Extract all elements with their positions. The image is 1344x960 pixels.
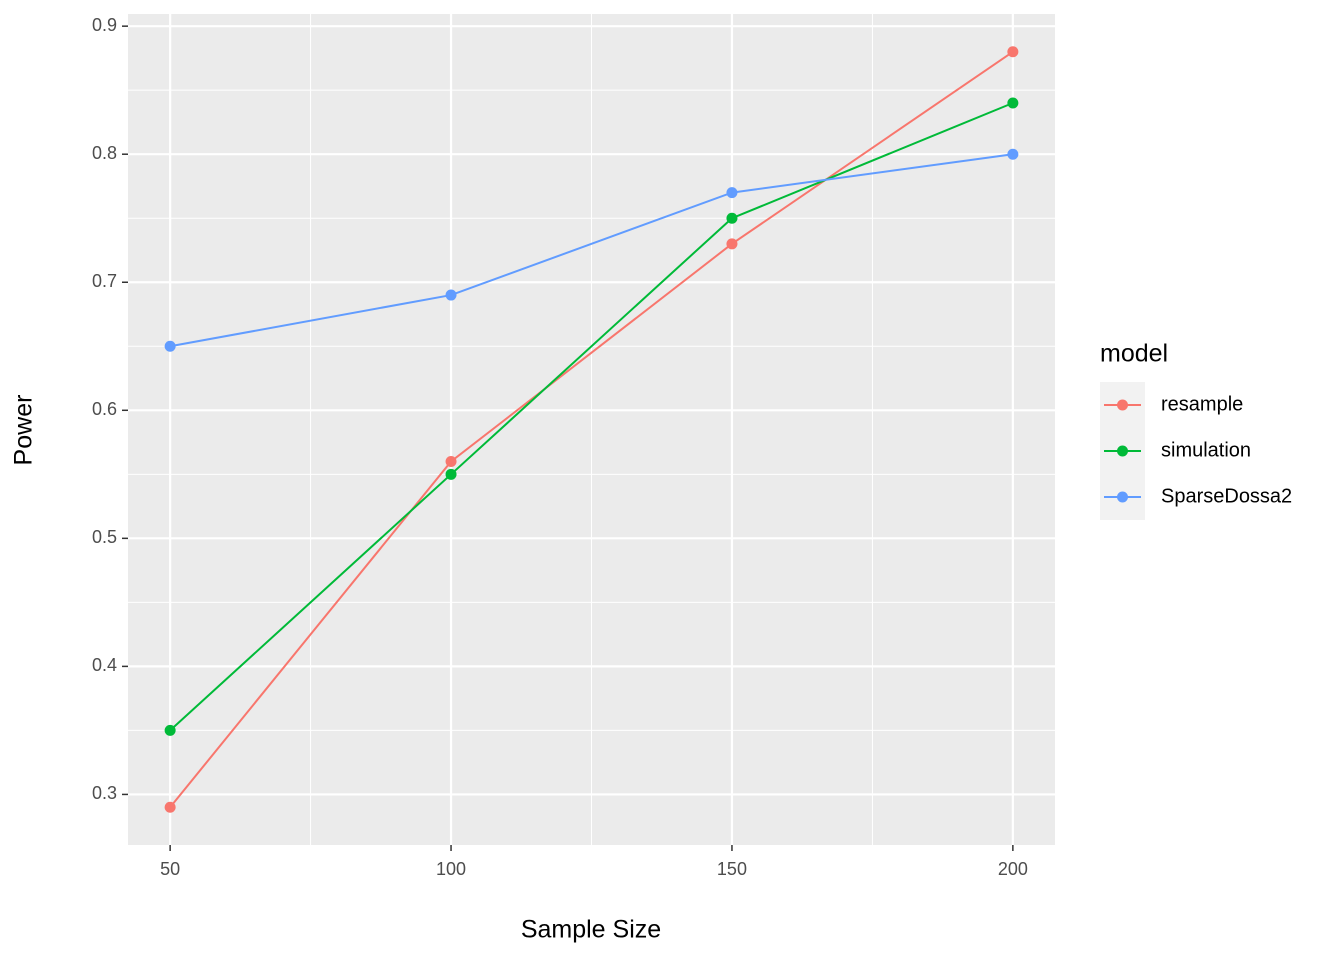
y-tick-label: 0.6	[92, 399, 117, 419]
point	[164, 340, 176, 352]
point	[1007, 97, 1019, 109]
legend-key-point	[1117, 445, 1128, 457]
y-tick-label: 0.5	[92, 527, 117, 547]
y-axis-title: Power	[10, 395, 38, 466]
legend-label: resample	[1161, 393, 1243, 415]
series-line	[169, 50, 1014, 808]
series-line	[169, 102, 1014, 732]
y-tick-label: 0.8	[92, 143, 117, 163]
y-tick-label: 0.4	[92, 655, 117, 675]
series-line	[169, 153, 1013, 348]
point	[164, 724, 176, 736]
legend-label: SparseDossa2	[1161, 485, 1292, 507]
legend-key-point	[1117, 399, 1128, 411]
y-tick-label: 0.9	[92, 15, 117, 35]
x-tick-label: 150	[717, 859, 747, 879]
point	[445, 289, 457, 301]
point	[445, 468, 457, 480]
point	[445, 456, 457, 468]
legend-key-point	[1117, 491, 1128, 503]
point	[164, 801, 176, 813]
x-tick-label: 200	[998, 859, 1028, 879]
legend-title: model	[1100, 340, 1168, 368]
point	[1007, 148, 1019, 160]
point	[1007, 46, 1019, 58]
point	[726, 187, 738, 199]
point	[726, 238, 738, 250]
y-tick-label: 0.7	[92, 271, 117, 291]
x-axis-title: Sample Size	[521, 916, 661, 944]
x-tick-label: 50	[160, 859, 180, 879]
point	[726, 212, 738, 224]
y-tick-label: 0.3	[92, 783, 117, 803]
x-tick-label: 100	[436, 859, 466, 879]
legend-label: simulation	[1161, 439, 1251, 461]
